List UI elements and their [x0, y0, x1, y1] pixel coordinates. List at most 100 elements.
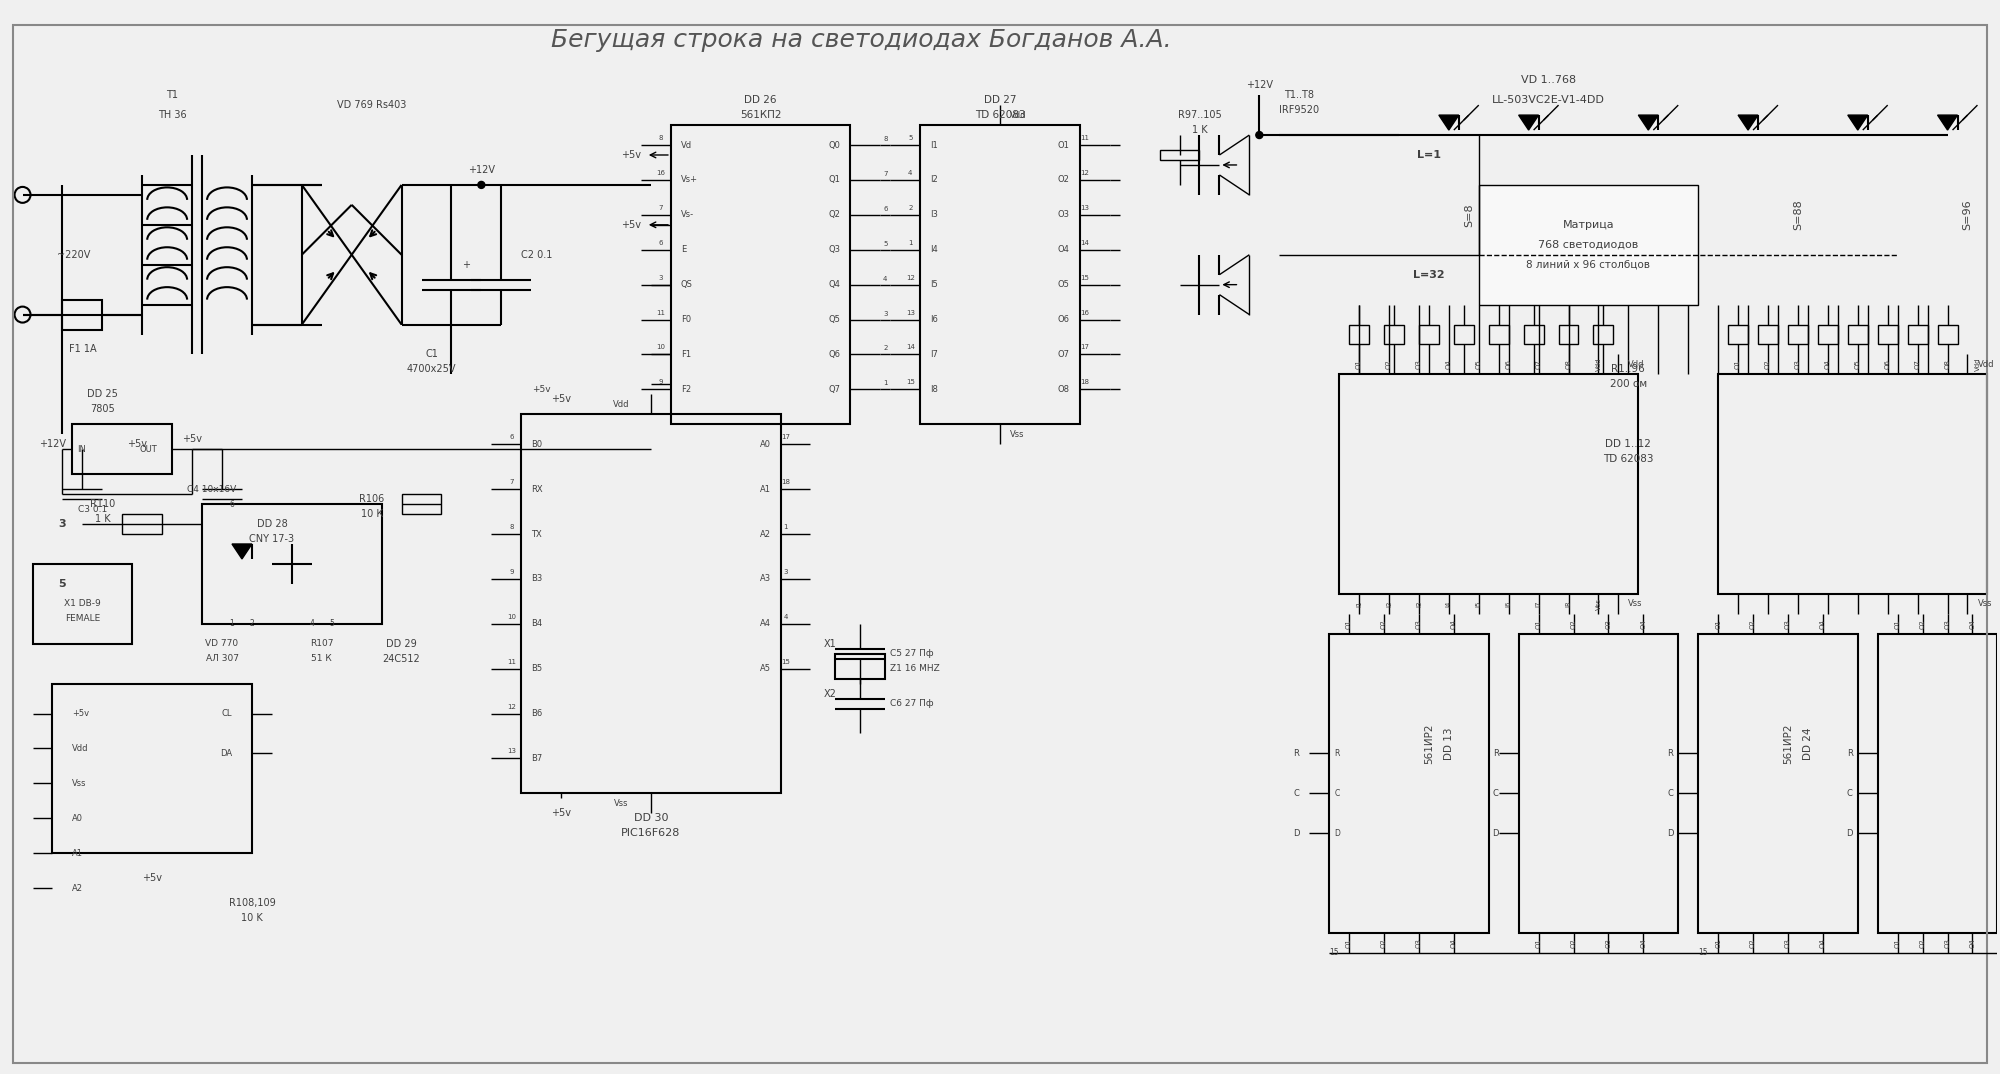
Text: I7: I7: [930, 350, 938, 359]
Text: RX: RX: [532, 484, 542, 494]
Bar: [1908, 324, 1928, 345]
Text: O1: O1: [1716, 938, 1722, 948]
Text: O4: O4: [1450, 938, 1456, 948]
Text: R110: R110: [90, 499, 114, 509]
Text: +5v: +5v: [72, 709, 90, 719]
Text: O1: O1: [1058, 141, 1070, 149]
Text: Vss: Vss: [1628, 599, 1642, 608]
Text: 11: 11: [506, 658, 516, 665]
Text: A2: A2: [72, 884, 84, 892]
Text: Vdd: Vdd: [1974, 358, 1980, 372]
Text: T1: T1: [166, 90, 178, 100]
Text: O3: O3: [1416, 619, 1422, 628]
Text: A0: A0: [760, 439, 770, 449]
Text: I6: I6: [930, 315, 938, 324]
Text: X1: X1: [824, 639, 836, 649]
Text: O6: O6: [1884, 360, 1890, 369]
Text: C: C: [1492, 788, 1498, 798]
Text: R: R: [1668, 749, 1674, 758]
Bar: [1330, 634, 1488, 933]
Text: 7: 7: [510, 479, 514, 485]
Circle shape: [1256, 131, 1262, 139]
Text: 24C512: 24C512: [382, 654, 420, 664]
Bar: [1384, 324, 1404, 345]
Text: O1: O1: [1736, 360, 1742, 369]
Bar: [1698, 634, 1858, 933]
Text: +5v: +5v: [620, 220, 640, 230]
Text: O3: O3: [1784, 619, 1790, 628]
Text: O1: O1: [1346, 938, 1352, 948]
Bar: [920, 125, 1080, 424]
Bar: [1718, 375, 1988, 594]
Text: O6: O6: [1506, 360, 1512, 369]
Text: TH 36: TH 36: [158, 111, 186, 120]
Text: ~220V: ~220V: [58, 250, 90, 260]
Text: O4: O4: [1640, 619, 1646, 628]
Text: 13: 13: [906, 309, 914, 316]
Text: 7805: 7805: [90, 404, 114, 415]
Text: Q4: Q4: [828, 280, 840, 289]
Text: FEMALE: FEMALE: [64, 614, 100, 623]
Text: O3: O3: [1058, 211, 1070, 219]
Text: VD 770: VD 770: [206, 639, 238, 649]
Text: 4: 4: [884, 276, 888, 281]
Text: C1: C1: [426, 349, 438, 360]
Text: OUT: OUT: [140, 445, 158, 453]
Text: Vss: Vss: [1010, 430, 1024, 439]
Bar: [1524, 324, 1544, 345]
Text: I4: I4: [1446, 600, 1452, 607]
Text: +12V: +12V: [38, 439, 66, 449]
Polygon shape: [232, 545, 252, 558]
Polygon shape: [1518, 115, 1538, 130]
Text: O1: O1: [1346, 619, 1352, 628]
Text: C: C: [1846, 788, 1852, 798]
Text: 10: 10: [506, 614, 516, 620]
Text: C: C: [1668, 788, 1674, 798]
Text: O3: O3: [1606, 938, 1612, 948]
Text: 4: 4: [784, 614, 788, 620]
Text: O1: O1: [1536, 938, 1542, 948]
Text: O1: O1: [1894, 619, 1900, 628]
Text: 12: 12: [906, 275, 914, 280]
Text: O4: O4: [1446, 360, 1452, 369]
Text: 561КП2: 561КП2: [740, 111, 782, 120]
Text: Vss: Vss: [614, 799, 628, 808]
Text: R106: R106: [360, 494, 384, 504]
Text: C: C: [1334, 788, 1340, 798]
Text: O7: O7: [1536, 360, 1542, 369]
Text: DD 27: DD 27: [984, 96, 1016, 105]
Text: R: R: [1492, 749, 1498, 758]
Text: O3: O3: [1944, 619, 1950, 628]
Text: Vdd: Vdd: [1978, 360, 1994, 369]
Text: 9: 9: [510, 569, 514, 575]
Text: 14: 14: [906, 345, 914, 350]
Text: C4 10x16V: C4 10x16V: [188, 484, 236, 494]
Text: DA: DA: [220, 749, 232, 758]
Text: 11: 11: [656, 309, 666, 316]
Text: 6: 6: [884, 206, 888, 212]
Text: I2: I2: [930, 175, 938, 185]
Text: 10 К: 10 К: [360, 509, 382, 519]
Text: 1: 1: [230, 620, 234, 628]
Text: A1: A1: [72, 848, 84, 858]
Text: O7: O7: [1914, 360, 1920, 369]
Text: O4: O4: [1450, 619, 1456, 628]
Text: 14: 14: [1080, 240, 1090, 246]
Text: O2: O2: [1058, 175, 1070, 185]
Text: L=32: L=32: [1414, 270, 1444, 279]
Text: CL: CL: [222, 709, 232, 719]
Text: A0: A0: [72, 814, 84, 823]
Text: 3: 3: [884, 310, 888, 317]
Text: 8: 8: [884, 136, 888, 142]
Text: O4: O4: [1640, 938, 1646, 948]
Circle shape: [478, 182, 484, 188]
Text: PIC16F628: PIC16F628: [622, 828, 680, 838]
Text: O2: O2: [1750, 938, 1756, 948]
Text: VD 769 Rs403: VD 769 Rs403: [336, 100, 406, 111]
Text: A4: A4: [760, 620, 770, 628]
Text: O3: O3: [1784, 938, 1790, 948]
Text: L=1: L=1: [1416, 150, 1440, 160]
Text: S=96: S=96: [1962, 200, 1972, 230]
Text: +5v: +5v: [532, 384, 550, 394]
Polygon shape: [1438, 115, 1458, 130]
